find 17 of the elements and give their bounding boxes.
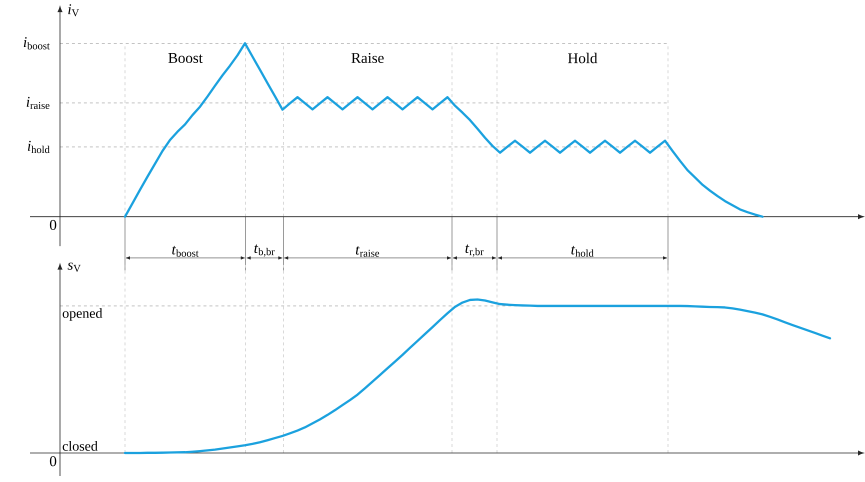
text: 0: [50, 456, 56, 466]
text: t$_{raise}$: [356, 246, 380, 257]
text: t$_{hold}$: [571, 246, 594, 257]
annotation: Hold: [568, 52, 598, 64]
ref-line-label: i$_{boost}$: [24, 37, 50, 50]
text: t$_{boost}$: [172, 246, 199, 257]
text: 0: [50, 220, 56, 230]
y-axis-title: i$_{V}$: [68, 4, 80, 16]
annotation: Raise: [351, 52, 384, 64]
ref-line-label: opened: [62, 308, 102, 321]
ref-line-label: i$_{hold}$: [28, 140, 50, 154]
ref-line-label: i$_{raise}$: [26, 96, 50, 110]
ref-line-label: closed: [62, 440, 98, 451]
y-axis-title: s$_{V}$: [68, 262, 81, 272]
text: t$_{r,br}$: [465, 244, 484, 257]
annotation: Boost: [168, 53, 203, 63]
text: t$_{b,br}$: [254, 244, 275, 257]
